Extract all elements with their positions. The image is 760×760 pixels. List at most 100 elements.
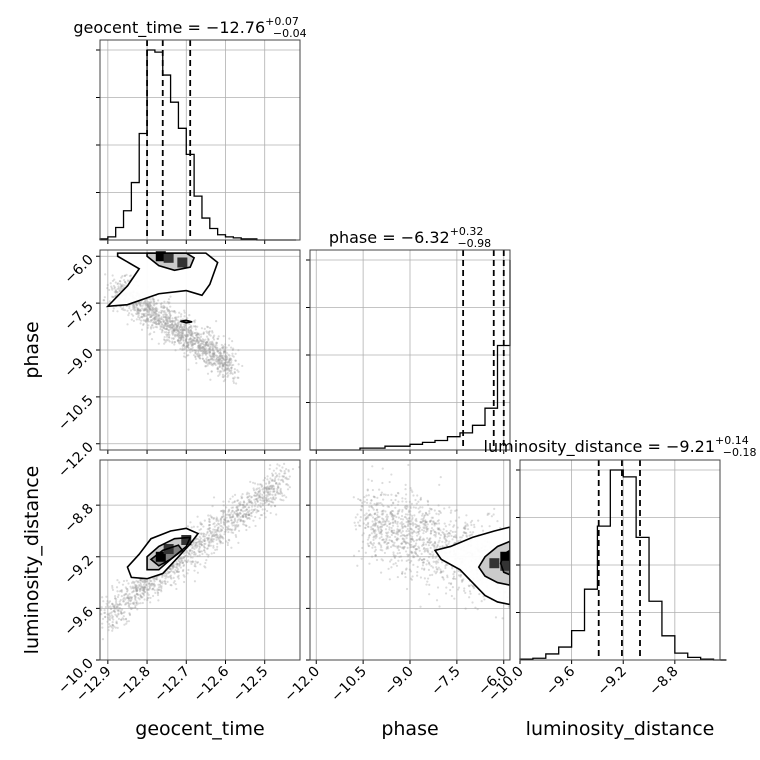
sample-point [115, 621, 118, 624]
sample-point [427, 551, 430, 554]
sample-point [400, 531, 403, 534]
sample-point [135, 590, 138, 593]
sample-point [404, 525, 407, 528]
sample-point [214, 359, 217, 362]
sample-point [447, 534, 450, 538]
sample-point [166, 320, 169, 323]
sample-point [273, 490, 276, 493]
sample-point [120, 285, 123, 288]
sample-point [165, 572, 168, 575]
sample-point [387, 520, 390, 523]
sample-point [180, 328, 183, 331]
sample-point [404, 540, 407, 543]
sample-point [128, 603, 131, 606]
sample-point [162, 304, 165, 307]
sample-point [231, 348, 234, 352]
sample-point [170, 319, 173, 323]
sample-point [425, 520, 428, 523]
sample-point [412, 545, 415, 548]
sample-point [451, 530, 454, 534]
sample-point [224, 366, 227, 369]
sample-point [142, 589, 146, 592]
sample-point [382, 523, 385, 526]
sample-point [157, 314, 160, 317]
mode-cell [163, 252, 174, 263]
sample-point [269, 490, 272, 493]
sample-point [256, 499, 259, 502]
sample-point [178, 560, 182, 563]
sample-point [388, 560, 392, 563]
sample-point [433, 530, 436, 534]
sample-point [235, 506, 238, 509]
sample-point [422, 516, 426, 519]
sample-point [392, 531, 395, 535]
sample-point [228, 357, 231, 360]
sample-point [165, 313, 168, 316]
sample-point [187, 329, 190, 332]
sample-point [192, 319, 196, 323]
sample-point [396, 533, 400, 536]
sample-point [223, 518, 226, 522]
sample-point [134, 597, 137, 600]
sample-point [420, 518, 423, 521]
sample-point [374, 523, 377, 526]
sample-point [435, 566, 438, 569]
sample-point [437, 566, 440, 569]
sample-point [201, 350, 204, 353]
sample-point [108, 600, 112, 603]
sample-point [183, 311, 186, 314]
sample-point [213, 535, 216, 538]
sample-point [216, 529, 219, 532]
tick-label-x: −8.8 [646, 664, 681, 699]
sample-point [459, 574, 462, 577]
sample-point [225, 346, 228, 349]
sample-point [266, 478, 269, 481]
sample-point [366, 525, 370, 528]
sample-point [286, 478, 289, 481]
sample-point [434, 522, 437, 525]
sample-point [281, 479, 285, 482]
sample-point [141, 585, 144, 589]
sample-point [414, 552, 418, 555]
sample-point [173, 319, 176, 323]
sample-point [233, 368, 236, 371]
sample-point [173, 310, 176, 313]
sample-point [434, 556, 437, 559]
sample-point [152, 307, 156, 310]
sample-point [172, 564, 175, 567]
sample-point [100, 608, 103, 612]
sample-point [174, 329, 177, 332]
sample-point [385, 534, 388, 537]
sample-point [207, 541, 211, 544]
sample-point [233, 493, 237, 496]
sample-point [270, 500, 274, 504]
sample-point [439, 529, 442, 532]
sample-point [187, 340, 190, 344]
sample-point [175, 325, 179, 328]
sample-point [126, 587, 129, 591]
sample-point [158, 588, 161, 591]
sample-point [138, 316, 141, 319]
sample-point [149, 315, 153, 319]
sample-point [212, 353, 215, 356]
sample-point [386, 517, 389, 520]
sample-point [396, 512, 400, 515]
sample-point [180, 326, 183, 329]
sample-point [175, 566, 179, 569]
sample-point [146, 598, 149, 602]
sample-point [192, 338, 195, 342]
sample-point [433, 509, 436, 512]
sample-point [365, 494, 368, 497]
sample-point [452, 535, 455, 539]
sample-point [170, 326, 173, 329]
sample-point [211, 352, 214, 355]
sample-point [177, 341, 181, 344]
sample-point [220, 362, 223, 365]
sample-point [221, 346, 224, 350]
sample-point [162, 315, 165, 318]
sample-point [462, 578, 465, 581]
sample-point [208, 353, 211, 356]
sample-point [181, 557, 184, 560]
sample-point [222, 504, 225, 507]
sample-point [203, 343, 206, 346]
